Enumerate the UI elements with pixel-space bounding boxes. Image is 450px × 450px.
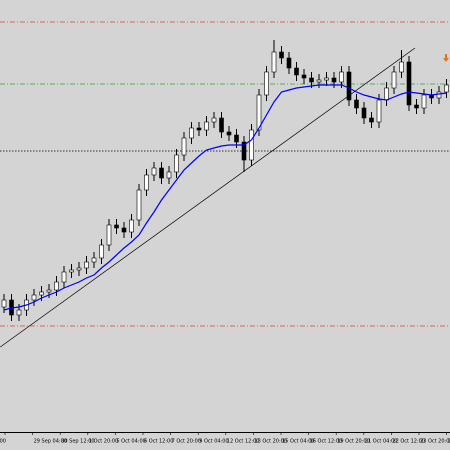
moving-average bbox=[3, 84, 447, 311]
candle-body bbox=[391, 71, 397, 89]
x-tick-label: 23 Oct 20:00 bbox=[420, 439, 450, 445]
candle-body bbox=[84, 261, 89, 269]
candle-body bbox=[241, 141, 247, 161]
candle-body bbox=[301, 74, 307, 79]
x-tick-label: 29 Sep 04:00 bbox=[34, 439, 67, 445]
candle-body bbox=[346, 71, 352, 101]
candle-body bbox=[69, 269, 74, 273]
candle-body bbox=[406, 61, 412, 106]
candle-body bbox=[279, 51, 284, 59]
candle-body bbox=[256, 94, 262, 131]
x-tick-label: 27 Oct 04:00 bbox=[448, 439, 450, 445]
candle-body bbox=[204, 121, 209, 131]
candle-body bbox=[286, 57, 292, 69]
candle-body bbox=[331, 77, 337, 83]
candle-body bbox=[61, 271, 67, 283]
candle-body bbox=[54, 281, 59, 291]
candle-body bbox=[76, 267, 82, 271]
x-tick-label: 5 Oct 04:00 bbox=[116, 439, 145, 445]
candle-body bbox=[31, 294, 37, 301]
candle-body bbox=[114, 224, 119, 229]
candle-body bbox=[129, 219, 134, 233]
candle-body bbox=[399, 61, 404, 73]
candle-body bbox=[294, 67, 299, 76]
candle-body bbox=[159, 167, 164, 179]
candle-body bbox=[91, 257, 97, 263]
candle-body bbox=[189, 127, 194, 139]
candle-body bbox=[99, 244, 104, 259]
candle-body bbox=[151, 167, 157, 176]
candle-body bbox=[166, 171, 172, 179]
candle-body bbox=[136, 189, 142, 221]
x-tick-label: 7 Oct 20:00 bbox=[172, 439, 201, 445]
candle-body bbox=[174, 154, 179, 173]
candle-body bbox=[46, 289, 52, 293]
candle-body bbox=[121, 227, 127, 233]
x-tick-label: 19 Oct 20:00 bbox=[337, 439, 370, 445]
x-tick-label: 30 Sep 12:00 bbox=[61, 439, 94, 445]
candle-body bbox=[106, 224, 112, 246]
candle-body bbox=[16, 309, 22, 316]
candle-body bbox=[376, 99, 382, 123]
x-tick-label: 12 Oct 12:00 bbox=[227, 439, 260, 445]
candle-body bbox=[1, 299, 7, 308]
candle-body bbox=[316, 79, 322, 83]
candle-body bbox=[444, 84, 449, 93]
candle-body bbox=[421, 94, 427, 109]
candle-body bbox=[219, 117, 224, 133]
candle-body bbox=[309, 77, 314, 83]
candle-body bbox=[211, 117, 217, 123]
trendline bbox=[0, 47, 416, 348]
candle-body bbox=[196, 127, 202, 131]
x-tick-label: Sep 20:00 bbox=[0, 439, 6, 445]
candle-body bbox=[271, 51, 277, 73]
x-tick-label: 21 Oct 04:00 bbox=[365, 439, 398, 445]
x-tick-label: 15 Oct 04:00 bbox=[282, 439, 315, 445]
candle-body bbox=[339, 71, 344, 83]
arrow-marker bbox=[443, 54, 449, 62]
candle-body bbox=[234, 134, 239, 143]
candle-body bbox=[436, 91, 442, 99]
candle-body bbox=[384, 87, 389, 101]
candle-body bbox=[39, 291, 44, 296]
x-tick-label: 22 Oct 12:00 bbox=[392, 439, 425, 445]
x-tick-label: 1 Oct 20:00 bbox=[89, 439, 118, 445]
x-tick-label: 16 Oct 12:00 bbox=[310, 439, 343, 445]
candle-body bbox=[249, 129, 254, 161]
candle-body bbox=[264, 71, 269, 96]
candle-body bbox=[369, 117, 374, 123]
candle-body bbox=[414, 104, 419, 109]
candle-body bbox=[354, 99, 359, 109]
candle-body bbox=[226, 131, 232, 136]
candle-body bbox=[361, 107, 367, 119]
x-tick-label: 13 Oct 20:00 bbox=[254, 439, 287, 445]
candle-body bbox=[144, 174, 149, 191]
candle-body bbox=[181, 137, 187, 156]
x-tick-label: 6 Oct 12:00 bbox=[144, 439, 173, 445]
x-tick-label: 9 Oct 04:00 bbox=[199, 439, 228, 445]
candle-body bbox=[324, 77, 329, 81]
